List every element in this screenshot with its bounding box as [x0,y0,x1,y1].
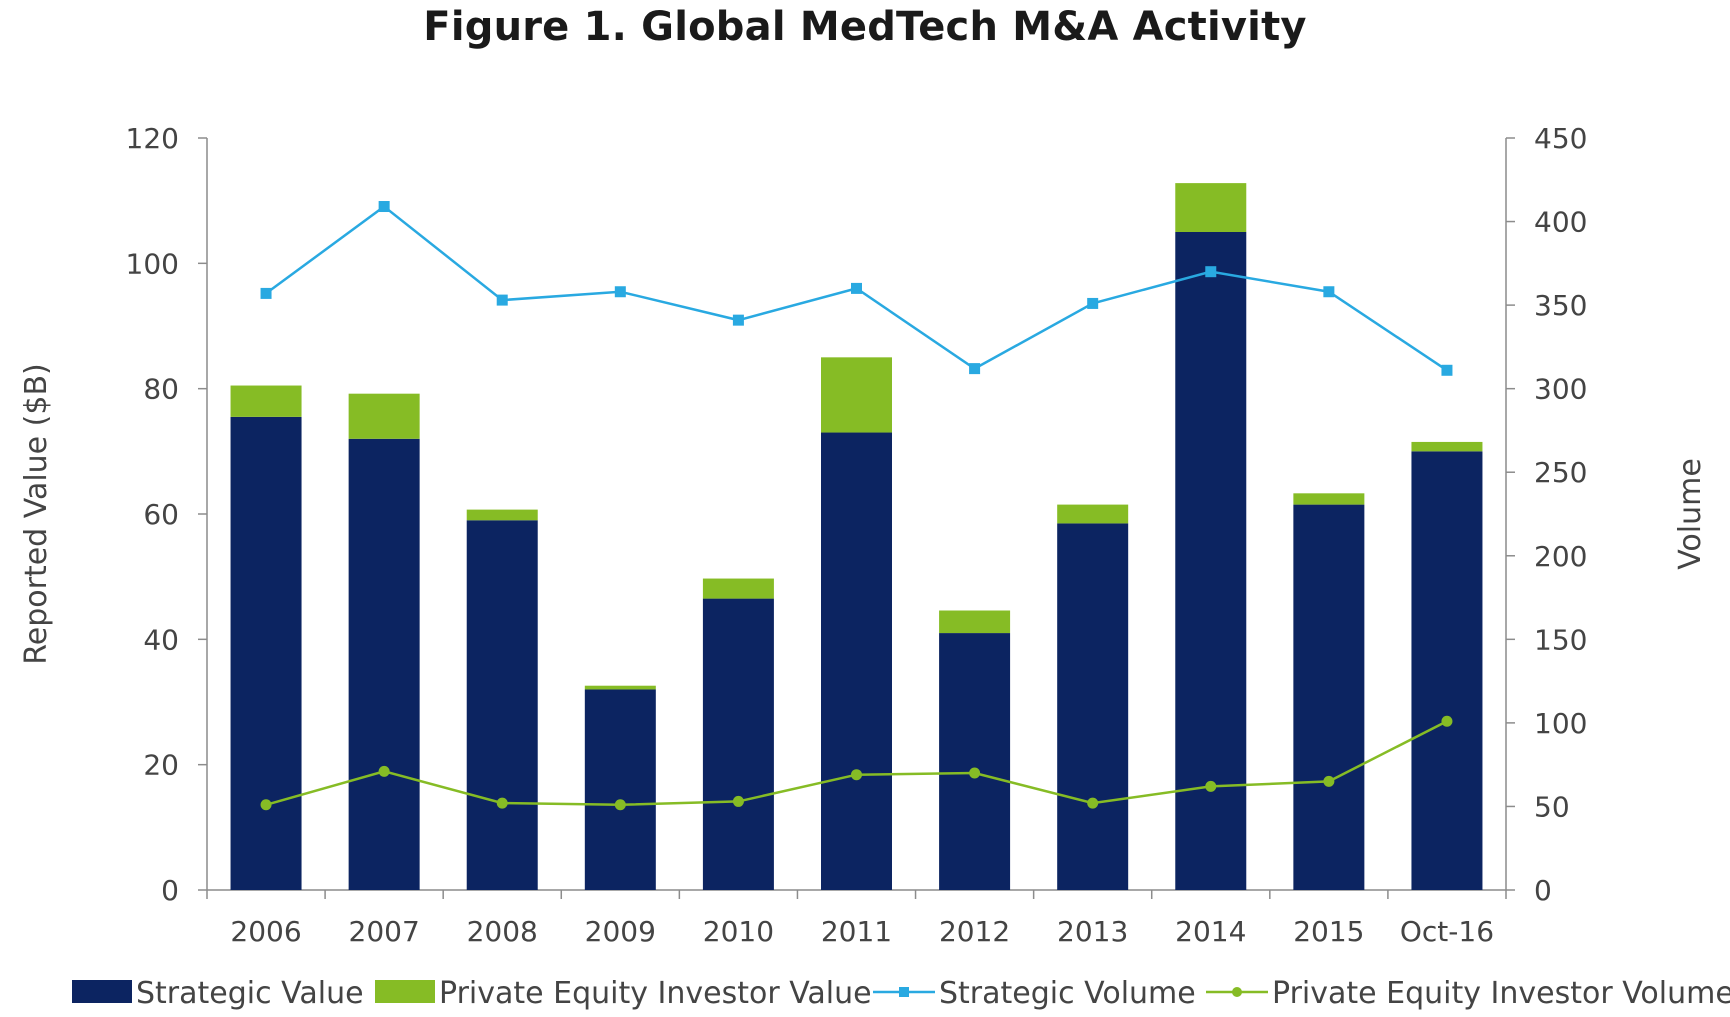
y-tick-label: 120 [126,122,179,155]
pe-volume-point [378,765,390,777]
strategic-value-bar [230,416,302,890]
legend-pe-value-swatch [375,980,435,1003]
pe-volume-point [1087,797,1099,809]
strategic-volume-point [732,314,744,326]
legend: Strategic Value Private Equity Investor V… [72,976,1730,1011]
strategic-value-bar [1175,232,1247,890]
y2-tick-label: 0 [1534,874,1552,907]
ticks: 0 20 40 60 80 100 120 0 50 100 150 200 250 300 350 400 4… [19,122,1708,948]
pe-volume-point [732,795,744,807]
legend-pe-volume-label: Private Equity Investor Volume [1272,976,1730,1011]
y2-tick-label: 250 [1534,456,1587,489]
x-tick-label: 2011 [821,915,892,948]
pe-volume-point [260,799,272,811]
strategic-volume-point [1087,297,1099,309]
y-axis-title: Reported Value ($B) [19,363,54,664]
x-tick-label: 2013 [1057,915,1128,948]
y2-tick-label: 400 [1534,206,1587,239]
y2-tick-label: 50 [1534,790,1570,823]
y2-axis-title: Volume [1673,458,1708,570]
x-tick-label: 2007 [349,915,420,948]
pe-volume-point [496,797,508,809]
y2-tick-label: 300 [1534,373,1587,406]
pe-volume-point [851,769,862,781]
pe-value-bar [230,385,302,417]
y-tick-label: 20 [143,749,179,782]
pe-volume-point [1323,775,1335,787]
legend-strategic-value-label: Strategic Value [136,976,364,1011]
y-tick-label: 0 [161,874,179,907]
y2-tick-label: 150 [1534,623,1587,656]
pe-value-bar [1411,441,1483,452]
x-tick-label: 2009 [585,915,656,948]
pe-volume-point [1205,780,1217,792]
y-tick-label: 60 [143,498,179,531]
pe-volume-point [1441,715,1453,727]
x-tick-label: 2014 [1175,915,1246,948]
y-tick-label: 40 [143,623,179,656]
strategic-value-bar [466,520,538,890]
pe-value-bar [939,610,1011,634]
legend-strategic-value-swatch [72,980,132,1003]
strategic-value-bar [348,438,420,890]
pe-value-bar [821,357,892,433]
x-tick-label: 2008 [467,915,538,948]
pe-value-bar [466,509,538,521]
strategic-volume-point [969,363,981,375]
y2-tick-label: 350 [1534,289,1587,322]
pe-value-bar [584,685,656,690]
strategic-volume-point [260,287,272,299]
strategic-volume-point [496,294,508,306]
pe-value-bar [1175,183,1247,232]
pe-value-bar [348,393,420,439]
pe-volume-point [969,767,981,779]
strategic-volume-point [614,286,626,298]
pe-value-bar [1057,504,1129,524]
y2-tick-label: 450 [1534,122,1587,155]
y2-tick-label: 200 [1534,540,1587,573]
strategic-volume-point [1323,286,1335,298]
legend-strategic-volume-label: Strategic Volume [939,976,1196,1011]
y-tick-label: 100 [126,247,179,280]
x-tick-label: Oct-16 [1400,915,1494,948]
strategic-value-bar [821,432,892,890]
legend-strategic-volume-marker [899,987,909,997]
volume-lines [260,201,1453,811]
y2-tick-label: 100 [1534,707,1587,740]
pe-volume-point [614,799,626,811]
strategic-value-bar [584,689,656,890]
y-tick-label: 80 [143,373,179,406]
legend-pe-volume-marker [1232,987,1242,997]
strategic-volume-point [378,201,390,213]
x-tick-label: 2010 [703,915,774,948]
chart-title: Figure 1. Global MedTech M&A Activity [423,4,1307,50]
strategic-value-bar [1293,504,1365,890]
strategic-volume-point [851,282,862,294]
strategic-value-bar [1057,523,1129,890]
legend-pe-value-label: Private Equity Investor Value [439,976,872,1011]
strategic-value-bar [702,598,774,890]
strategic-volume-point [1441,364,1453,376]
strategic-value-bar [939,633,1011,890]
pe-value-bar [702,578,774,599]
bars [230,183,1483,890]
x-tick-label: 2012 [939,915,1010,948]
strategic-value-bar [1411,451,1483,890]
pe-value-bar [1293,493,1365,505]
strategic-volume-point [1205,266,1217,278]
x-tick-label: 2006 [230,915,301,948]
x-tick-label: 2015 [1293,915,1364,948]
